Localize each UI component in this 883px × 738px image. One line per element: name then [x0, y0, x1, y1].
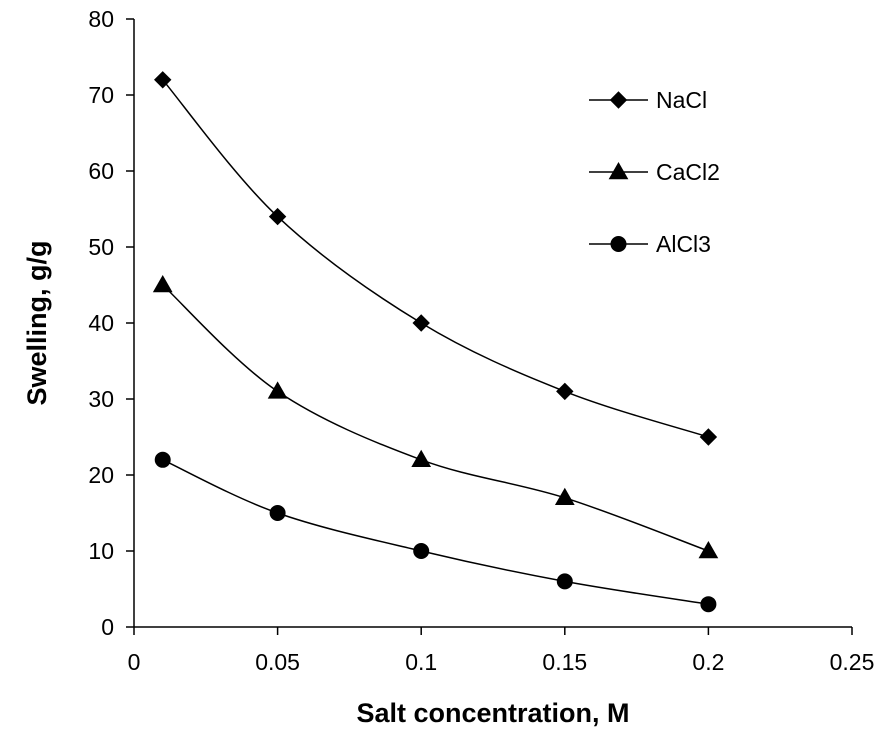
data-point-circle	[269, 505, 286, 521]
legend-marker-triangle	[608, 161, 629, 180]
data-point-diamond	[268, 207, 287, 226]
y-tick-label: 80	[88, 6, 114, 32]
y-tick-label: 20	[88, 462, 114, 488]
legend-entry: NaCl	[589, 87, 707, 113]
series-line	[162, 79, 709, 438]
y-axis-ticks: 0 10 20 30 40 50 60 70 80	[88, 6, 134, 640]
data-point-triangle	[554, 487, 575, 506]
data-point-diamond	[556, 382, 574, 401]
data-point-circle	[556, 573, 573, 590]
y-tick-label: 10	[88, 538, 114, 564]
y-tick-label: 50	[88, 234, 114, 260]
y-tick-label: 40	[88, 310, 114, 336]
x-tick-label: 0.2	[692, 649, 724, 675]
data-point-triangle	[267, 381, 288, 399]
x-tick-label: 0	[128, 649, 141, 675]
x-axis-title: Salt concentration, M	[356, 698, 629, 728]
y-tick-label: 0	[101, 614, 114, 640]
y-tick-label: 60	[88, 158, 114, 184]
data-point-diamond	[154, 71, 172, 89]
series-cacl2	[152, 274, 719, 559]
data-point-triangle	[698, 540, 719, 559]
legend-marker-diamond	[609, 91, 628, 109]
y-axis-title: Swelling, g/g	[22, 240, 52, 405]
legend-label: AlCl3	[656, 231, 711, 257]
x-tick-label: 0.25	[830, 649, 875, 675]
data-point-triangle	[152, 274, 173, 293]
series-line	[162, 459, 709, 605]
data-point-triangle	[411, 449, 432, 468]
data-point-circle	[700, 596, 717, 613]
axes	[133, 19, 852, 628]
legend-entry: AlCl3	[589, 231, 711, 257]
x-tick-label: 0.1	[405, 649, 437, 675]
series-layer	[152, 71, 719, 613]
data-point-circle	[413, 543, 430, 559]
legend-entry: CaCl2	[589, 159, 720, 185]
series-alcl3	[154, 451, 717, 613]
legend-label: CaCl2	[656, 159, 720, 185]
series-nacl	[154, 71, 718, 446]
y-tick-label: 30	[88, 386, 114, 412]
legend-marker-circle	[610, 236, 627, 252]
series-line	[162, 284, 709, 552]
y-tick-label: 70	[88, 82, 114, 108]
data-point-circle	[154, 451, 171, 468]
legend-label: NaCl	[656, 87, 707, 113]
x-tick-label: 0.15	[542, 649, 587, 675]
legend: NaCl CaCl2 AlCl3	[589, 87, 720, 257]
x-axis-ticks: 0 0.05 0.1 0.15 0.2 0.25	[128, 627, 875, 675]
data-point-diamond	[412, 314, 430, 332]
data-point-diamond	[699, 428, 718, 446]
x-tick-label: 0.05	[255, 649, 300, 675]
